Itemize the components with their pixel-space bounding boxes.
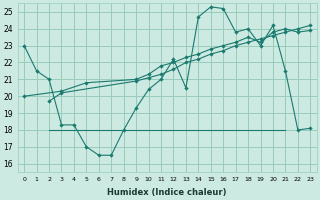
X-axis label: Humidex (Indice chaleur): Humidex (Indice chaleur) — [108, 188, 227, 197]
